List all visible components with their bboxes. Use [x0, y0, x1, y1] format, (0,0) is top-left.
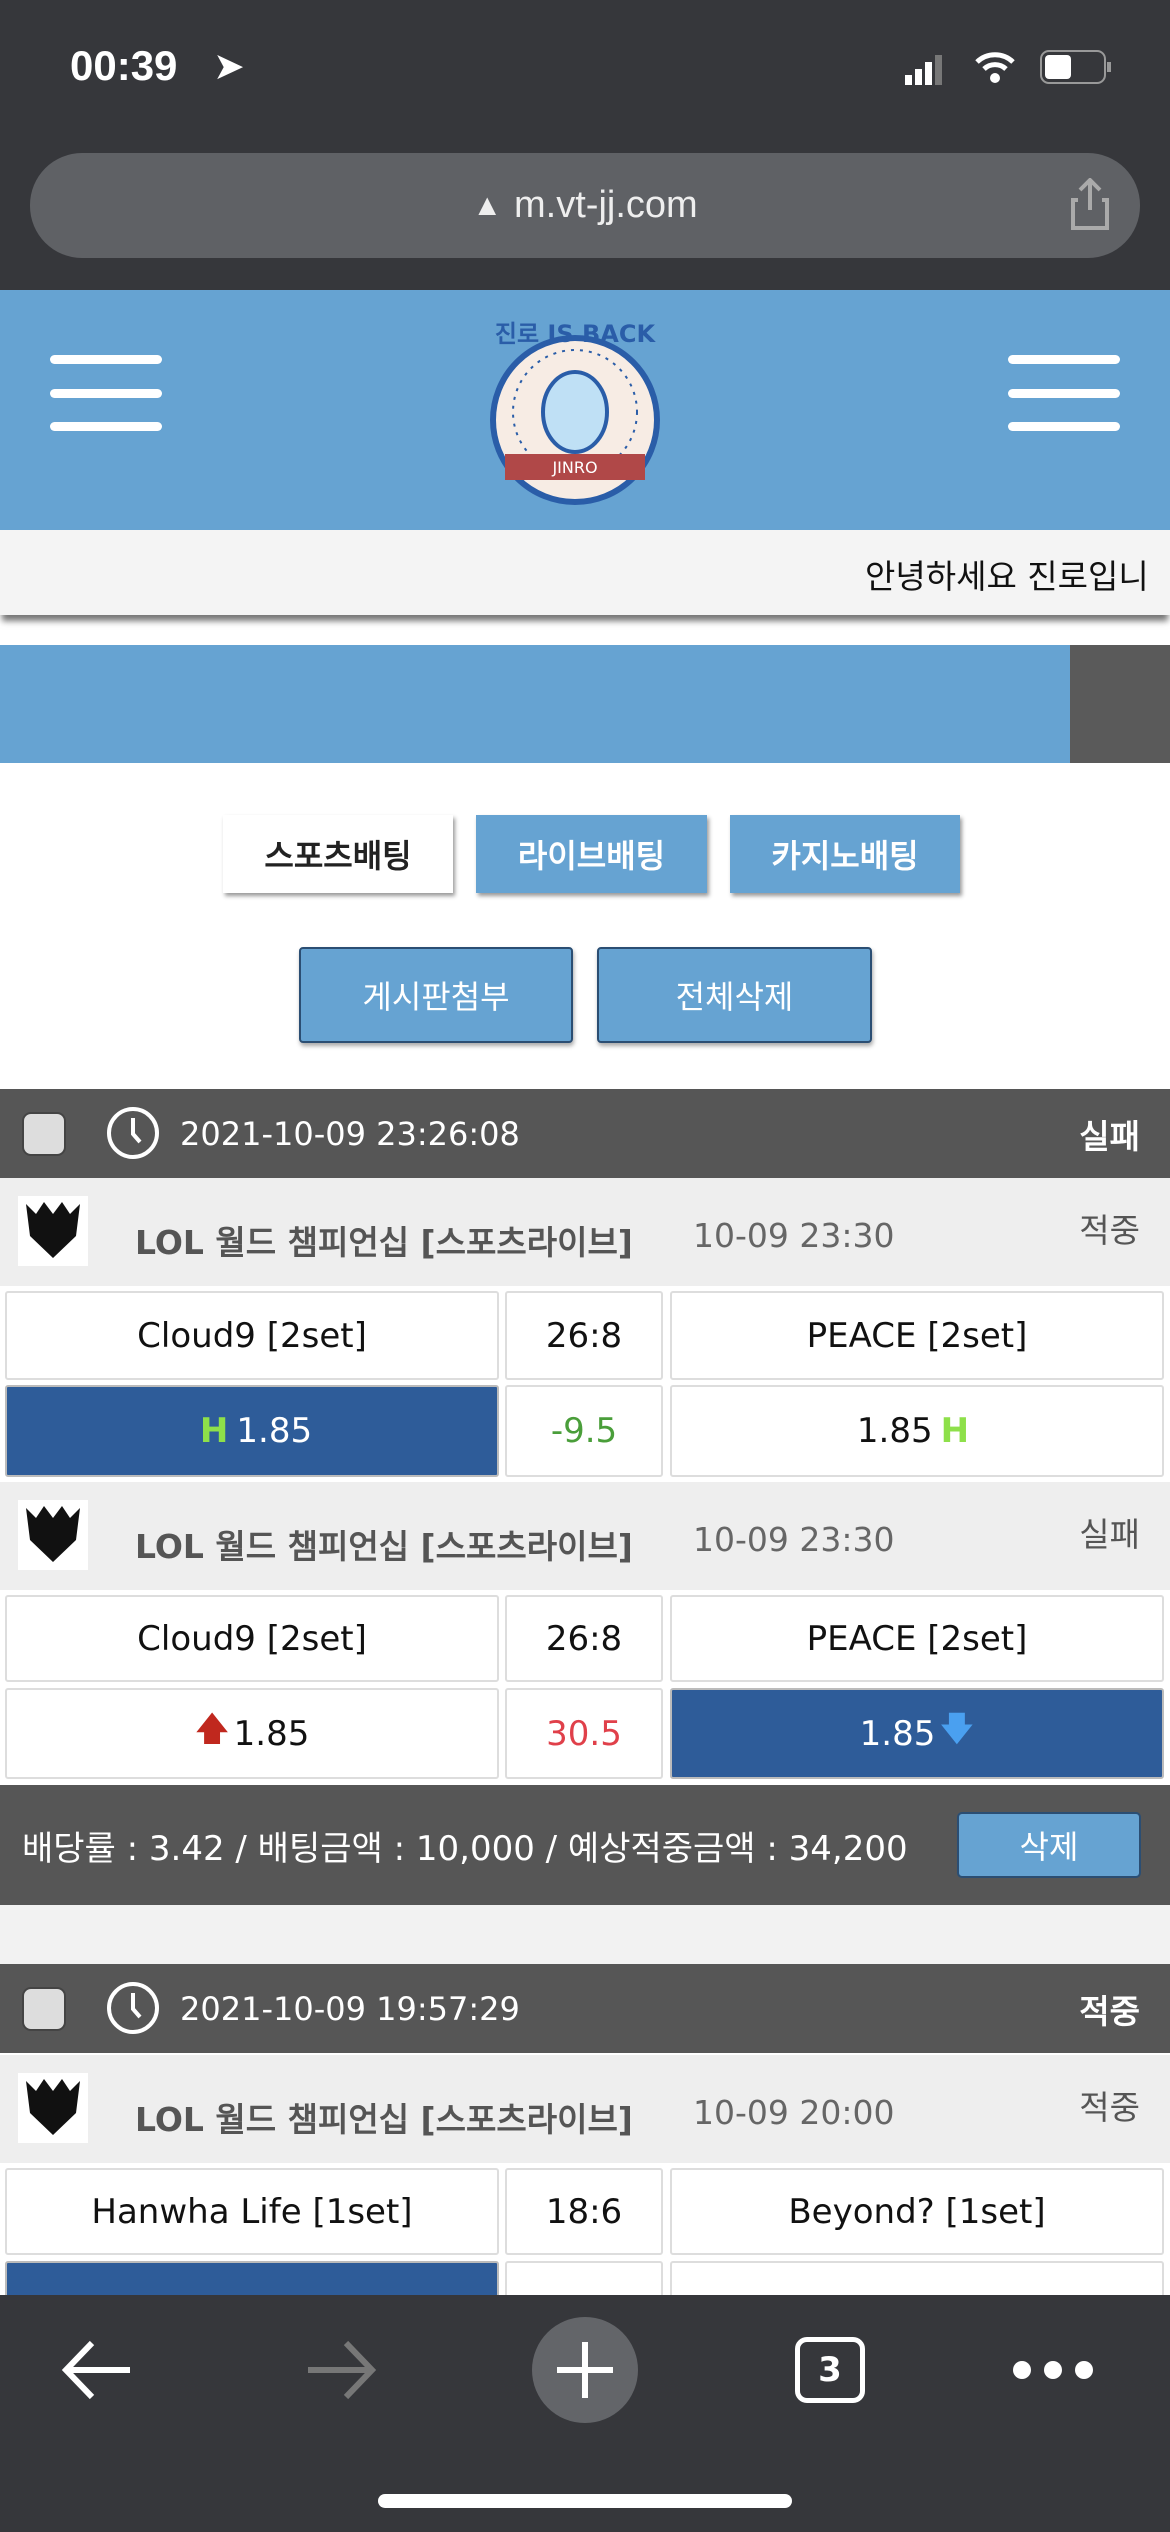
new-tab-button[interactable]: [532, 2317, 638, 2423]
bet-checkbox[interactable]: [22, 1112, 66, 1156]
handicap-line: -9.5: [505, 1385, 663, 1477]
arrow-down-icon: 🡇: [939, 1709, 975, 1749]
tab-live[interactable]: 라이브배팅: [476, 815, 707, 893]
over-odds-button[interactable]: 🡅 1.85: [5, 1688, 499, 1779]
away-team: Beyond? [1set]: [670, 2168, 1164, 2255]
progress-fill: [0, 645, 1070, 763]
home-team: Cloud9 [2set]: [5, 1595, 499, 1682]
clock-icon: [107, 1982, 159, 2034]
match-result: 적중: [1079, 1211, 1140, 1250]
league-name: LOL 월드 챔피언십 [스포츠라이브]: [135, 1527, 633, 1566]
warning-icon: ▲: [472, 188, 503, 222]
total-line: 30.5: [505, 1688, 663, 1779]
menu-left-icon[interactable]: [50, 355, 162, 431]
attach-board-button[interactable]: 게시판첨부: [299, 947, 573, 1043]
greeting-marquee: 안녕하세요 진로입니: [0, 530, 1170, 615]
menu-right-icon[interactable]: [1008, 355, 1120, 431]
greeting-text: 안녕하세요 진로입니: [865, 557, 1149, 596]
league-row: LOL 월드 챔피언십 [스포츠라이브] 10-09 20:00 적중: [0, 2055, 1170, 2163]
browser-toolbar: 3: [0, 2295, 1170, 2532]
tab-casino[interactable]: 카지노배팅: [730, 815, 960, 893]
site-logo[interactable]: JINRO 진로 IS BACK: [465, 312, 685, 512]
league-name: LOL 월드 챔피언십 [스포츠라이브]: [135, 1223, 633, 1262]
svg-text:JINRO: JINRO: [551, 458, 597, 477]
handicap-h-icon: H: [199, 1411, 229, 1451]
handicap-h-icon: H: [940, 1411, 970, 1451]
tabs-button[interactable]: 3: [795, 2337, 865, 2403]
match-result: 실패: [1079, 1515, 1140, 1554]
bet-result: 실패: [1079, 1116, 1140, 1156]
league-row: LOL 월드 챔피언십 [스포츠라이브] 10-09 23:30 적중: [0, 1178, 1170, 1286]
tab-sports[interactable]: 스포츠배팅: [223, 815, 453, 893]
home-odds-button[interactable]: H 1.85: [5, 1385, 499, 1477]
delete-bet-button[interactable]: 삭제: [957, 1812, 1141, 1878]
match-result: 적중: [1079, 2088, 1140, 2127]
address-bar[interactable]: ▲ m.vt-jj.com: [30, 153, 1140, 258]
match-time: 10-09 23:30: [693, 1520, 895, 1559]
clock-icon: [107, 1107, 159, 1159]
signal-icon: [905, 55, 942, 85]
home-team: Cloud9 [2set]: [5, 1291, 499, 1380]
score: 26:8: [505, 1595, 663, 1682]
more-icon[interactable]: [1010, 2355, 1096, 2385]
url-text: m.vt-jj.com: [514, 184, 698, 226]
bet-checkbox[interactable]: [22, 1987, 66, 2031]
bet-header: 2021-10-09 23:26:08 실패: [0, 1089, 1170, 1178]
bet-result: 적중: [1079, 1991, 1140, 2031]
home-team: Hanwha Life [1set]: [5, 2168, 499, 2255]
league-name: LOL 월드 챔피언십 [스포츠라이브]: [135, 2100, 633, 2139]
share-icon[interactable]: [1070, 178, 1110, 230]
score: 26:8: [505, 1291, 663, 1380]
arrow-up-icon: 🡅: [194, 1709, 230, 1749]
battery-icon: [1040, 50, 1111, 84]
delete-all-button[interactable]: 전체삭제: [597, 947, 872, 1043]
browser-chrome: 00:39 ➤ ▲ m.vt-jj.com: [0, 0, 1170, 290]
svg-text:진로 IS BACK: 진로 IS BACK: [495, 320, 657, 348]
location-icon: ➤: [213, 44, 245, 88]
worlds-logo-icon: [18, 2073, 88, 2143]
match-time: 10-09 23:30: [693, 1216, 895, 1255]
plus-icon: [557, 2342, 613, 2398]
home-indicator: [378, 2494, 792, 2508]
league-row: LOL 월드 챔피언십 [스포츠라이브] 10-09 23:30 실패: [0, 1482, 1170, 1590]
progress-bar: [0, 645, 1170, 763]
match-time: 10-09 20:00: [693, 2093, 895, 2132]
wifi-icon: [975, 52, 1015, 83]
separator: [0, 1905, 1170, 1964]
score: 18:6: [505, 2168, 663, 2255]
worlds-logo-icon: [18, 1196, 88, 1266]
under-odds-button[interactable]: 1.85 🡇: [670, 1688, 1164, 1779]
bet-datetime: 2021-10-09 23:26:08: [180, 1114, 520, 1153]
bet-datetime: 2021-10-09 19:57:29: [180, 1989, 520, 2028]
away-team: PEACE [2set]: [670, 1291, 1164, 1380]
away-team: PEACE [2set]: [670, 1595, 1164, 1682]
back-icon[interactable]: [58, 2335, 138, 2405]
status-time: 00:39: [70, 42, 178, 89]
forward-icon[interactable]: [300, 2335, 380, 2405]
worlds-logo-icon: [18, 1500, 88, 1570]
site-header: JINRO 진로 IS BACK: [0, 290, 1170, 530]
bet-header: 2021-10-09 19:57:29 적중: [0, 1964, 1170, 2053]
away-odds-button[interactable]: 1.85 H: [670, 1385, 1164, 1477]
